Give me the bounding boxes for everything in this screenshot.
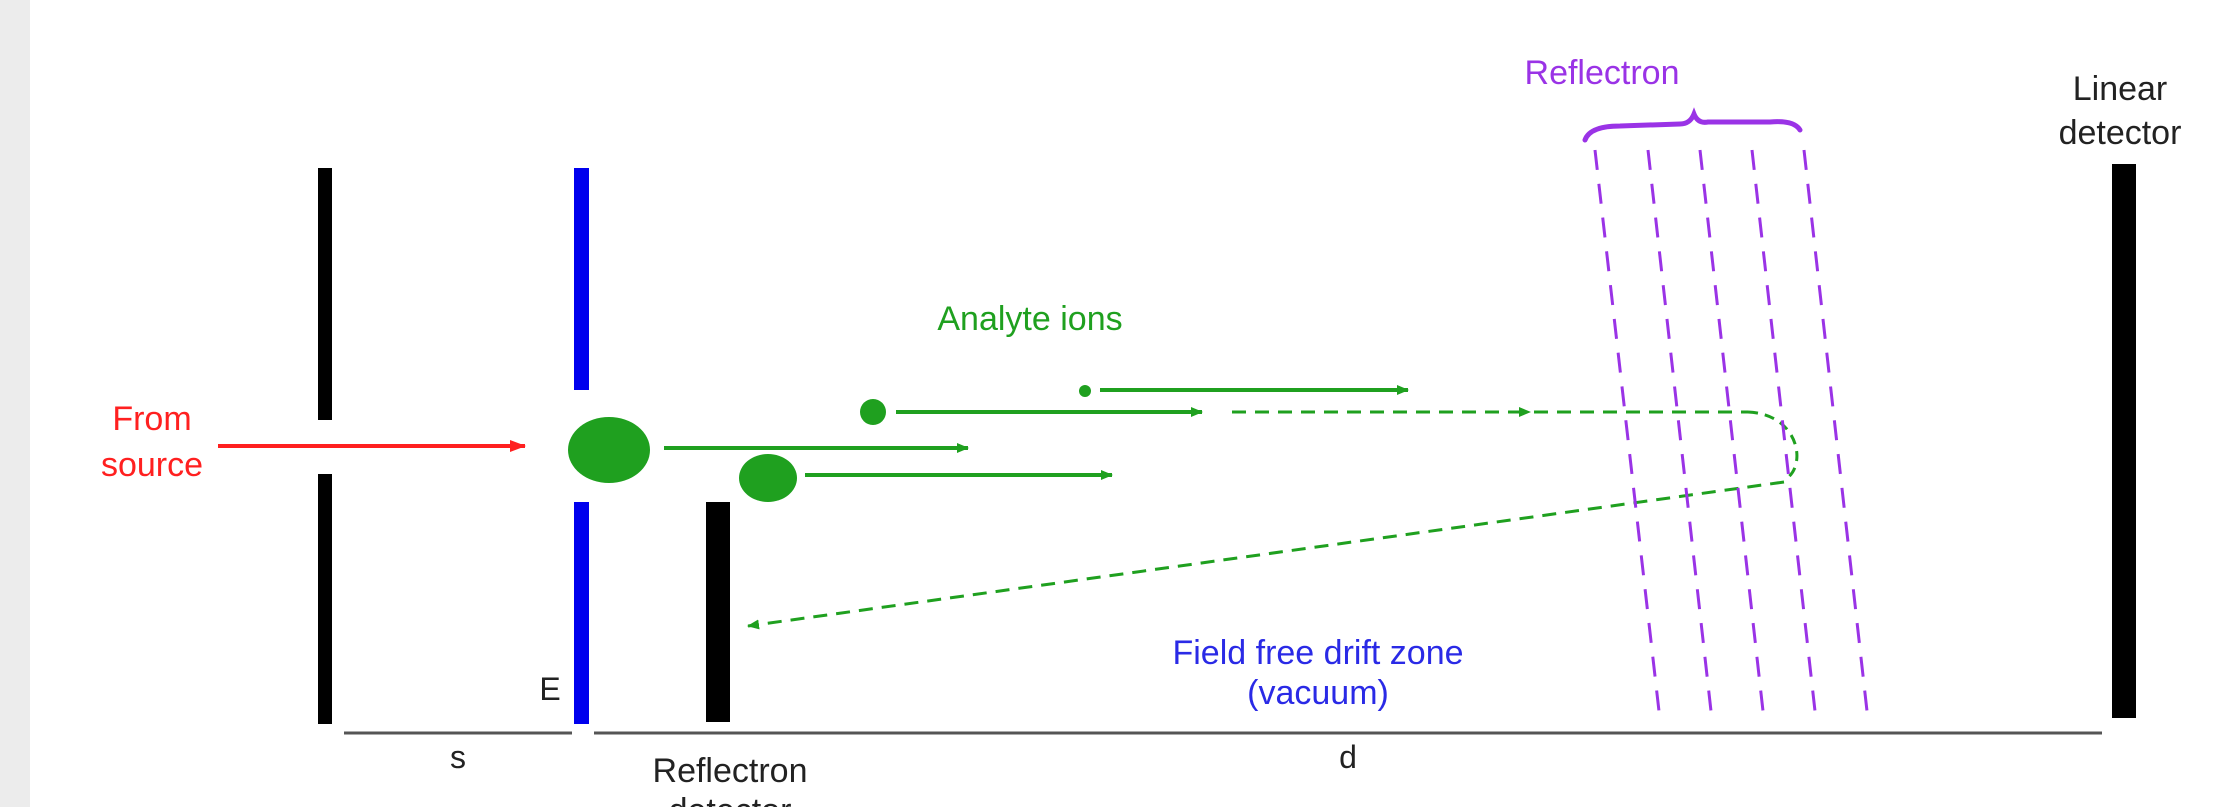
reflectron-detector-plate <box>706 502 730 722</box>
reflectron-grid-line-4 <box>1750 149 1818 721</box>
reflectron-detector-label-line1: Reflectron <box>653 752 808 790</box>
field-free-label-line2: (vacuum) <box>1247 674 1389 712</box>
reflectron-title: Reflectron <box>1525 54 1680 92</box>
reflectron-grid-line-5 <box>1802 149 1870 721</box>
reflectron-detector-label-line2: detector <box>669 792 792 807</box>
from-source-label-line2: source <box>101 446 203 484</box>
electrode-e-label: E <box>539 671 560 707</box>
linear-detector-plate <box>2112 164 2136 718</box>
from-source-label-line1: From <box>112 400 191 438</box>
source-electrode-top <box>318 168 332 420</box>
dimension-d-label: d <box>1339 739 1357 775</box>
reflectron-grid-line-1 <box>1593 149 1662 721</box>
ion-large <box>568 417 650 483</box>
flight-path-turn <box>1747 410 1799 482</box>
ion-small <box>860 399 886 425</box>
left-edge-strip <box>0 0 30 807</box>
ion-medium <box>739 454 797 502</box>
analyte-ions-label: Analyte ions <box>937 300 1122 338</box>
reflectron-grid-line-2 <box>1646 149 1714 721</box>
accelerating-plate-bottom <box>574 502 589 724</box>
reflectron-brace <box>1582 107 1803 143</box>
source-electrode-bottom <box>318 474 332 724</box>
flight-path-return <box>747 480 1785 630</box>
accelerating-plate-top <box>574 168 589 390</box>
linear-detector-label-line1: Linear <box>2073 70 2168 108</box>
field-free-label-line1: Field free drift zone <box>1172 634 1463 672</box>
ion-tiny <box>1079 385 1091 397</box>
linear-detector-label-line2: detector <box>2059 114 2182 152</box>
dimension-s-label: s <box>450 739 466 775</box>
reflectron-grid-line-3 <box>1698 149 1766 721</box>
